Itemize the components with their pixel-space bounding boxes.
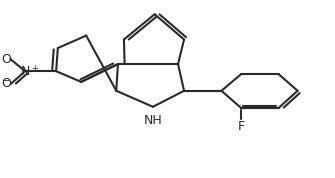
Text: O: O: [1, 53, 11, 66]
Text: NH: NH: [144, 114, 162, 127]
Text: N: N: [20, 65, 30, 78]
Text: +: +: [31, 64, 38, 73]
Text: F: F: [237, 120, 245, 133]
Text: −: −: [2, 76, 10, 86]
Text: O: O: [1, 77, 11, 90]
